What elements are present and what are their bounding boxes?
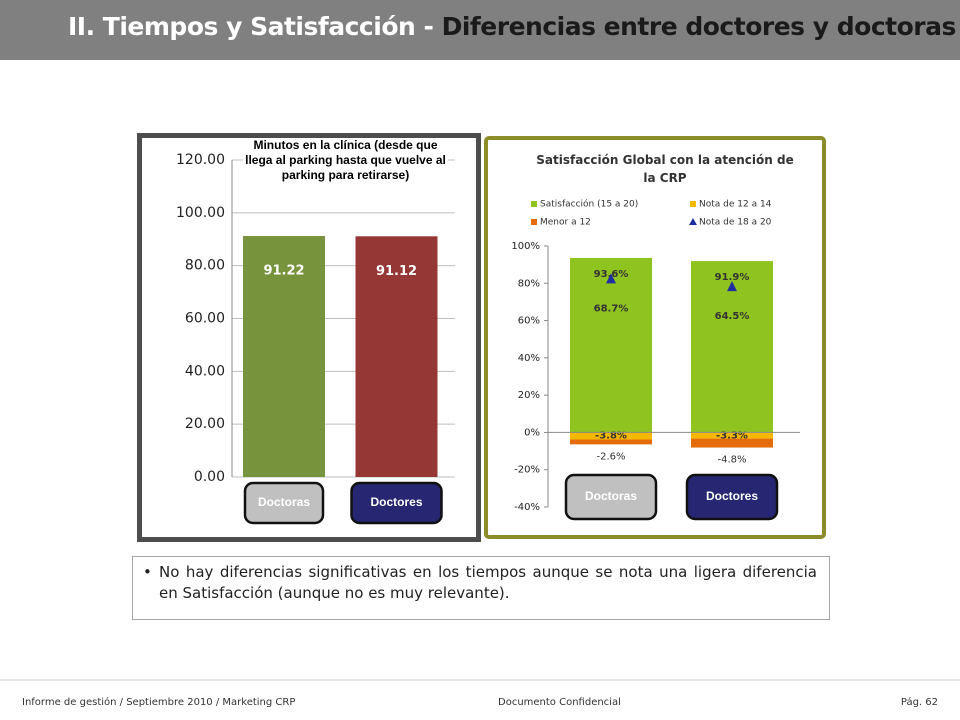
y-tick-label: 60.00: [185, 311, 225, 327]
bar-segment: [691, 432, 773, 439]
bar: [355, 236, 438, 477]
category-label: Doctores: [706, 489, 758, 503]
legend-swatch: [690, 201, 696, 207]
y-tick-label: 0%: [524, 427, 540, 438]
footer-center: Documento Confidencial: [498, 697, 621, 708]
value-label: -3.8%: [595, 430, 627, 441]
y-tick-label: 100%: [511, 241, 540, 252]
legend-swatch: [689, 218, 697, 225]
value-label: -2.6%: [596, 451, 625, 462]
value-label: -3.3%: [716, 430, 748, 441]
legend-swatch: [531, 201, 537, 207]
y-tick-label: 0.00: [194, 469, 225, 485]
y-tick-label: 20%: [518, 390, 540, 401]
bar-segment: [570, 439, 652, 445]
value-label: -4.8%: [717, 455, 746, 466]
y-tick-label: -40%: [514, 502, 540, 513]
value-label: 64.5%: [715, 311, 750, 322]
footer-right: Pág. 62: [900, 697, 938, 708]
category-label: Doctoras: [258, 495, 310, 509]
y-tick-label: -20%: [514, 465, 540, 476]
y-tick-label: 60%: [518, 316, 540, 327]
legend-label: Nota de 18 a 20: [699, 218, 772, 228]
chart-title: Satisfacción Global con la atención de l…: [530, 151, 800, 187]
y-tick-label: 100.00: [176, 205, 225, 221]
legend-swatch: [531, 219, 537, 225]
header-bar: II. Tiempos y Satisfacción - Diferencias…: [0, 0, 960, 60]
marker: [606, 273, 616, 284]
bar-segment: [570, 257, 652, 433]
bullet-text: No hay diferencias significativas en los…: [159, 563, 817, 602]
bar-segment: [570, 432, 652, 440]
legend-label: Menor a 12: [540, 218, 591, 228]
footer-left: Informe de gestión / Septiembre 2010 / M…: [22, 697, 296, 708]
chart-title: Minutos en la clínica (desde que llega a…: [243, 138, 448, 183]
category-box: [564, 473, 658, 521]
title-part: II. Tiempos y Satisfacción -: [68, 12, 434, 41]
category-label: Doctoras: [585, 489, 637, 503]
category-box: [350, 481, 443, 525]
slide-title: II. Tiempos y Satisfacción - Diferencias…: [68, 12, 956, 41]
bullet-dot: •: [143, 563, 152, 581]
value-label: 68.7%: [594, 303, 629, 314]
title-part: Diferencias entre doctores y doctoras: [441, 12, 957, 41]
value-label: 91.9%: [715, 272, 750, 283]
legend-label: Nota de 12 a 14: [699, 200, 772, 210]
bar: [243, 236, 325, 477]
y-tick-label: 40.00: [185, 363, 225, 379]
value-label: 91.22: [263, 264, 304, 279]
y-tick-label: 120.00: [176, 152, 225, 168]
y-tick-label: 40%: [518, 353, 540, 364]
y-tick-label: 80.00: [185, 258, 225, 274]
bar-segment: [691, 438, 773, 448]
category-box: [243, 481, 325, 525]
legend-label: Satisfacción (15 a 20): [540, 199, 638, 210]
marker: [727, 281, 737, 292]
category-box: [685, 473, 779, 521]
bullet-box: • No hay diferencias significativas en lo…: [132, 556, 830, 620]
value-label: 91.12: [376, 264, 417, 279]
category-label: Doctores: [370, 495, 422, 509]
y-tick-label: 20.00: [185, 416, 225, 432]
y-tick-label: 80%: [518, 278, 540, 289]
